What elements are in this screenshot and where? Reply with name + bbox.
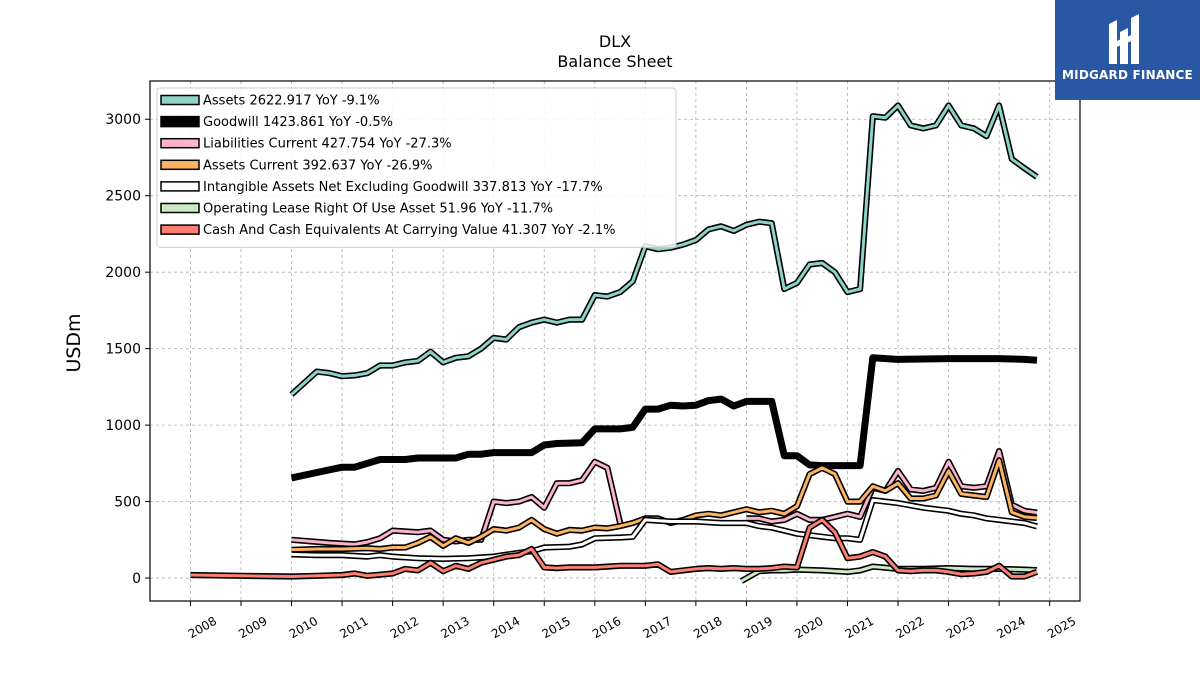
legend-swatch (160, 115, 200, 128)
legend-label: Operating Lease Right Of Use Asset 51.96… (203, 202, 553, 217)
legend-label: Cash And Cash Equivalents At Carrying Va… (203, 223, 615, 238)
legend-swatch (160, 159, 200, 171)
x-tick-label: 2011 (337, 614, 370, 641)
x-tick-label: 2009 (236, 614, 269, 641)
y-axis-label: USDm (63, 313, 85, 372)
x-tick-label: 2012 (388, 614, 421, 641)
x-tick-label: 2020 (792, 614, 825, 641)
legend-swatch (160, 94, 200, 106)
legend-swatch (160, 224, 200, 235)
series-stroke (290, 354, 1038, 482)
x-tick-label: 2016 (590, 614, 623, 641)
x-tick-label: 2025 (1045, 614, 1078, 641)
x-tick-label: 2021 (843, 614, 876, 641)
y-tick-label: 0 (132, 571, 141, 587)
x-tick-label: 2010 (287, 614, 320, 641)
legend-swatch (160, 181, 200, 192)
plot-frame (149, 80, 1081, 602)
logo-text: MIDGARD FINANCE (1062, 68, 1193, 82)
x-tick-label: 2024 (994, 614, 1027, 641)
x-tick-label: 2023 (944, 614, 977, 641)
y-tick-label: 3000 (105, 112, 141, 128)
logo-icon (1109, 14, 1139, 64)
chart-title: DLX (599, 32, 631, 51)
y-tick-label: 500 (114, 495, 141, 511)
x-tick-label: 2019 (742, 614, 775, 641)
series-stroke (291, 498, 1038, 561)
y-tick-label: 1000 (105, 418, 141, 434)
legend-label: Intangible Assets Net Excluding Goodwill… (203, 180, 603, 195)
legend-label: Liabilities Current 427.754 YoY -27.3% (203, 137, 452, 152)
series-line (190, 516, 1039, 580)
legend-label: Goodwill 1423.861 YoY -0.5% (203, 115, 393, 130)
legend-swatch (160, 137, 200, 149)
legend: Assets 2622.917 YoY -9.1% Goodwill 1423.8… (156, 87, 677, 248)
x-tick-label: 2018 (691, 614, 724, 641)
x-tick-label: 2014 (489, 614, 522, 641)
series-stroke (190, 518, 1038, 578)
legend-label: Assets 2622.917 YoY -9.1% (203, 94, 380, 109)
x-tick-label: 2015 (540, 614, 573, 641)
legend-label: Assets Current 392.637 YoY -26.9% (203, 158, 433, 173)
legend-box (156, 87, 677, 248)
x-tick-label: 2013 (438, 614, 471, 641)
brand-logo: MIDGARD FINANCE (1055, 0, 1200, 100)
chart-subtitle: Balance Sheet (557, 52, 672, 71)
y-tick-label: 2000 (105, 265, 141, 281)
y-tick-label: 1500 (105, 342, 141, 358)
y-tick-label: 2500 (105, 189, 141, 205)
legend-swatch (160, 202, 200, 214)
x-tick-label: 2008 (186, 614, 219, 641)
x-tick-label: 2017 (641, 614, 674, 641)
series-line (290, 354, 1038, 482)
x-tick-label: 2022 (893, 614, 926, 641)
series-line (291, 497, 1038, 562)
